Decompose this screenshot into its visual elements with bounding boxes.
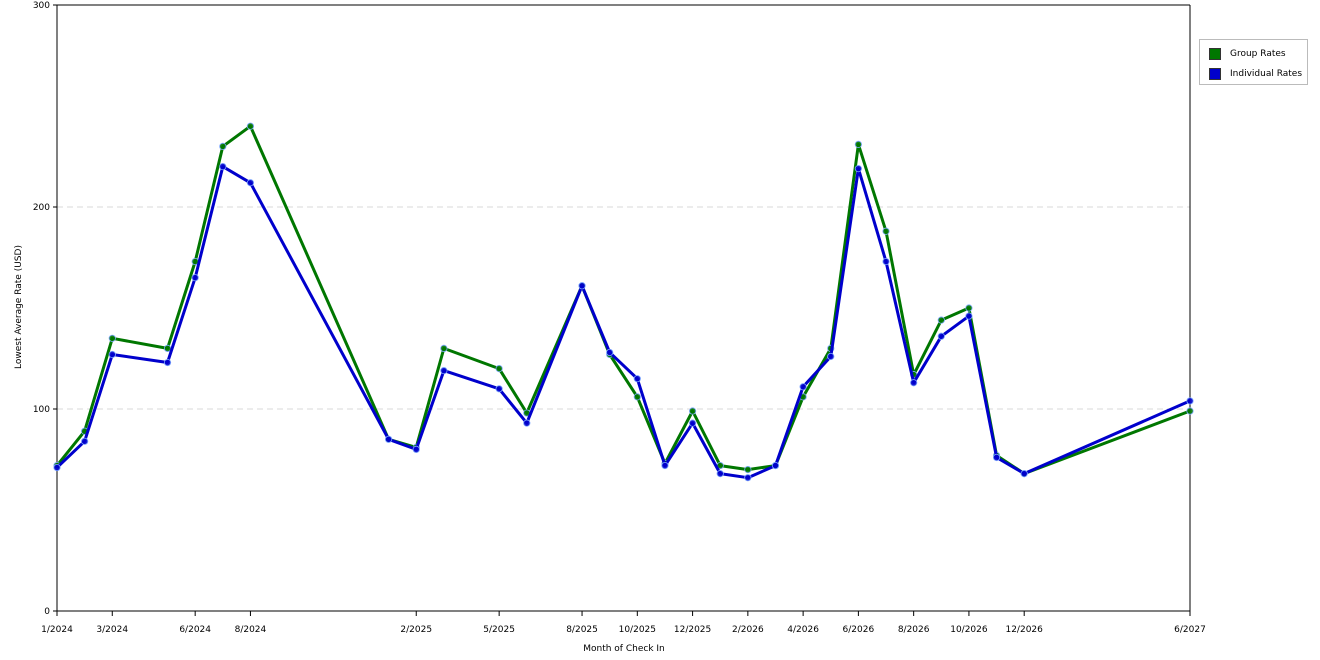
point-s1-16 (688, 419, 697, 427)
point-s0-2 (108, 334, 116, 342)
y-tick-label-0: 0 (44, 607, 50, 617)
label-layer: 0 100 200 300 1/2024 3/2024 6/2024 8/2024 2/2025… (33, 1, 1206, 635)
point-s0-22 (854, 140, 862, 148)
x-tick-label-12: 8/2026 (898, 625, 930, 635)
point-s0-16 (688, 407, 697, 415)
legend-item-group: Group Rates (1209, 47, 1286, 61)
axis-layer (53, 4, 1191, 616)
x-tick-label-9: 2/2026 (732, 625, 764, 635)
legend-swatch-individual (1209, 68, 1221, 80)
x-tick-label-3: 8/2024 (235, 625, 267, 635)
point-s1-28 (1020, 470, 1028, 478)
series-line-0 (55, 124, 1191, 476)
point-s0-6 (246, 122, 255, 130)
x-tick-label-6: 8/2025 (566, 625, 598, 635)
y-tick-label-100: 100 (33, 405, 50, 415)
point-s1-11 (523, 419, 531, 427)
x-tick-label-11: 6/2026 (843, 625, 875, 635)
point-s1-1 (81, 437, 89, 445)
point-s1-3 (163, 358, 172, 367)
legend-label-individual: Individual Rates (1230, 69, 1303, 79)
y-tick-label-200: 200 (33, 203, 50, 213)
legend: Group Rates Individual Rates (1199, 39, 1308, 85)
point-s0-29 (1186, 407, 1194, 415)
point-s1-24 (910, 379, 918, 387)
x-tick-label-1: 3/2024 (96, 625, 128, 635)
point-s1-17 (716, 470, 724, 478)
point-s1-21 (827, 352, 835, 361)
point-s0-25 (937, 316, 945, 324)
legend-label-group: Group Rates (1230, 49, 1286, 59)
point-s1-6 (246, 179, 255, 187)
series-layer (53, 122, 1194, 482)
point-s1-5 (219, 163, 227, 171)
point-s0-14 (633, 393, 641, 401)
point-s1-27 (992, 453, 1001, 462)
point-s1-12 (578, 282, 586, 290)
point-s1-10 (495, 385, 503, 393)
point-s1-14 (633, 375, 641, 383)
point-s1-7 (385, 435, 393, 443)
x-tick-label-10: 4/2026 (787, 625, 819, 635)
legend-item-individual: Individual Rates (1209, 67, 1302, 81)
x-tick-label-15: 6/2027 (1174, 625, 1206, 635)
x-tick-label-7: 10/2025 (619, 625, 656, 635)
point-s1-26 (965, 312, 973, 320)
point-s1-9 (440, 367, 448, 375)
point-s1-18 (744, 474, 752, 482)
point-s1-25 (937, 332, 945, 340)
x-tick-label-2: 6/2024 (179, 625, 211, 635)
x-tick-label-14: 12/2026 (1005, 625, 1043, 635)
point-s1-13 (606, 348, 614, 357)
point-s1-8 (412, 445, 420, 453)
point-s1-15 (661, 461, 669, 470)
x-tick-label-4: 2/2025 (400, 625, 432, 635)
x-tick-label-13: 10/2026 (950, 625, 988, 635)
x-tick-label-8: 12/2025 (674, 625, 711, 635)
point-s0-3 (163, 344, 172, 352)
point-s0-26 (965, 304, 973, 312)
legend-swatch-group (1209, 48, 1221, 60)
point-s0-18 (744, 465, 752, 474)
series-line-1 (55, 165, 1191, 480)
point-s0-23 (882, 227, 890, 235)
point-s1-0 (53, 463, 61, 472)
grid-layer (57, 206, 1190, 410)
x-tick-label-0: 1/2024 (41, 625, 73, 635)
point-s1-23 (882, 257, 890, 266)
point-s1-22 (854, 165, 862, 173)
y-axis-title: Lowest Average Rate (USD) (14, 245, 24, 369)
point-s1-4 (191, 274, 199, 282)
point-s1-2 (108, 350, 116, 359)
point-s0-10 (495, 364, 503, 373)
y-tick-label-300: 300 (33, 1, 50, 11)
point-s1-20 (799, 383, 807, 391)
point-s0-5 (219, 142, 227, 150)
point-s1-29 (1186, 397, 1194, 405)
point-s0-9 (440, 344, 448, 352)
x-tick-label-5: 5/2025 (483, 625, 515, 635)
x-axis-title: Month of Check In (583, 644, 665, 654)
point-s1-19 (771, 461, 780, 470)
